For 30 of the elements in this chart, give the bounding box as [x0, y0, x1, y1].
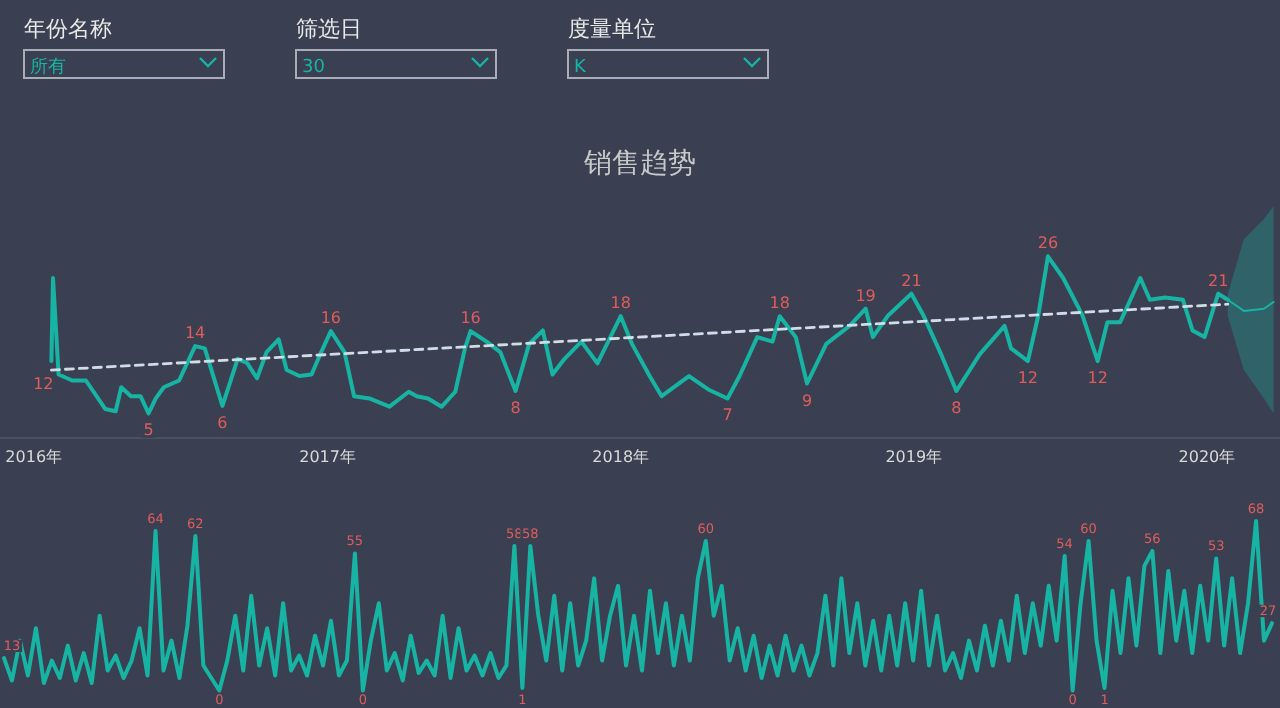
data-label: 7	[722, 406, 733, 425]
data-label: 21	[1207, 271, 1229, 290]
x-tick-label: 2016年	[5, 448, 63, 466]
x-tick-label: 2020年	[1178, 448, 1236, 466]
data-label: 18	[610, 294, 631, 313]
data-label: 16	[320, 309, 342, 328]
data-label: 16	[460, 309, 481, 328]
data-label: 8	[951, 398, 962, 417]
data-label: 14	[184, 324, 206, 343]
x-tick-label: 2017年	[299, 448, 356, 466]
data-label: 9	[801, 391, 813, 410]
text: 年份名称	[24, 16, 112, 42]
text: 30	[302, 58, 326, 78]
x-tick-label: 2018年	[592, 448, 650, 466]
text: 所有	[30, 56, 66, 78]
x-tick-label: 2019年	[885, 448, 943, 466]
text: 筛选日	[296, 16, 362, 42]
data-label: 19	[855, 286, 876, 305]
text: 度量单位	[568, 16, 656, 42]
chart-title: 销售趋势	[582, 148, 696, 180]
data-label: 6	[217, 413, 228, 432]
data-label: 12	[1087, 369, 1108, 388]
data-label: 5	[143, 421, 154, 440]
data-label: 21	[901, 271, 922, 290]
data-label: 12	[1017, 369, 1039, 388]
data-label: 8	[510, 398, 521, 417]
data-label: 12	[33, 375, 54, 394]
data-label: 26	[1037, 234, 1059, 253]
data-label: 18	[769, 294, 790, 313]
text: K	[574, 58, 588, 78]
